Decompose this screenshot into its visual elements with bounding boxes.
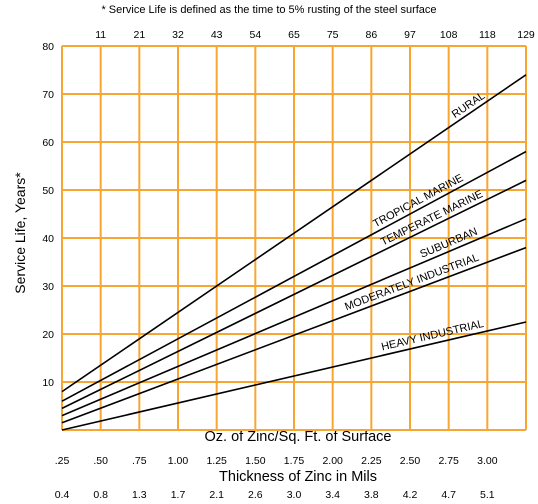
y-tick-label: 20 xyxy=(42,329,54,341)
x-axis-label: Oz. of Zinc/Sq. Ft. of Surface xyxy=(204,429,392,445)
x-tick-label-mils: 0.4 xyxy=(55,489,70,501)
x-tick-label: .75 xyxy=(132,455,147,467)
x-tick-label-mils: 3.0 xyxy=(287,489,302,501)
x-tick-label-mils: 4.2 xyxy=(403,489,418,501)
series-line xyxy=(61,179,527,410)
x-tick-label-top: 11 xyxy=(95,29,106,41)
x-tick-label-top: 108 xyxy=(440,29,458,41)
x-tick-label: 1.75 xyxy=(284,455,305,467)
x-tick-label: 2.25 xyxy=(361,455,382,467)
x-tick-label-mils: 1.3 xyxy=(132,489,147,501)
x-tick-label-mils: 2.1 xyxy=(209,489,224,501)
x-tick-label: 1.00 xyxy=(168,455,189,467)
x-tick-label: 1.25 xyxy=(206,455,227,467)
y-tick-label: 10 xyxy=(42,377,54,389)
x-tick-label: 2.75 xyxy=(438,455,459,467)
x-tick-label-top: 97 xyxy=(404,29,416,41)
x-tick-label-top: 86 xyxy=(365,29,377,41)
x-tick-label: 2.00 xyxy=(322,455,343,467)
x-tick-label-mils: 2.6 xyxy=(248,489,263,501)
x-tick-label-top: 65 xyxy=(288,29,300,41)
series-line xyxy=(61,150,527,402)
x-tick-label-mils: 3.4 xyxy=(325,489,340,501)
x-tick-label: 2.50 xyxy=(400,455,421,467)
x-tick-label-top: 32 xyxy=(172,29,184,41)
x-tick-label-mils: 3.8 xyxy=(364,489,379,501)
x-tick-label: 3.00 xyxy=(477,455,498,467)
y-tick-label: 80 xyxy=(42,41,54,53)
x-tick-label-top: 21 xyxy=(133,29,145,41)
x-tick-label-top: 43 xyxy=(211,29,223,41)
series-line xyxy=(61,74,527,393)
x-tick-label-mils: 4.7 xyxy=(441,489,456,501)
y-tick-label: 60 xyxy=(42,137,54,149)
x-tick-label-mils: 0.8 xyxy=(93,489,108,501)
x-tick-label-mils: 1.7 xyxy=(171,489,186,501)
x-tick-label: .25 xyxy=(55,455,70,467)
x-tick-label: .50 xyxy=(93,455,108,467)
x-tick-label-top: 54 xyxy=(249,29,261,41)
x-tick-label-top: 118 xyxy=(479,29,496,41)
y-tick-label: 30 xyxy=(42,281,54,293)
y-tick-label: 50 xyxy=(42,185,54,197)
y-tick-label: 40 xyxy=(42,233,54,245)
series-line xyxy=(61,246,527,424)
x-tick-label-top: 75 xyxy=(327,29,339,41)
series-line xyxy=(61,321,527,431)
x-axis-label-secondary: Thickness of Zinc in Mils xyxy=(219,469,377,485)
x-tick-label-mils: 5.1 xyxy=(480,489,495,501)
footnote: * Service Life is defined as the time to… xyxy=(101,4,437,16)
series-line xyxy=(61,218,527,417)
x-tick-label-top: 129 xyxy=(517,29,535,41)
x-tick-label: 1.50 xyxy=(245,455,266,467)
y-tick-label: 70 xyxy=(42,89,54,101)
